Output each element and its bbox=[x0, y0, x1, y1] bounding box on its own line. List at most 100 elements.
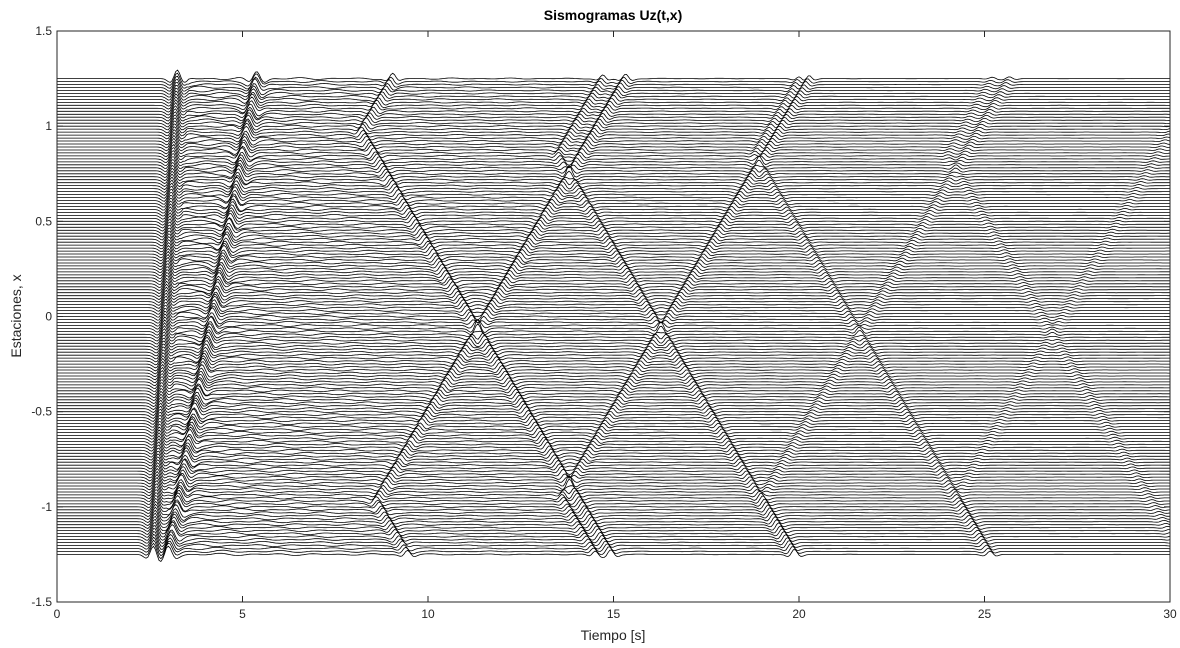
seismic-trace bbox=[57, 536, 1171, 554]
seismic-trace bbox=[57, 93, 1171, 107]
seismic-trace bbox=[57, 233, 1171, 247]
seismic-trace bbox=[57, 153, 1170, 167]
seismic-trace bbox=[57, 533, 1171, 550]
seismic-trace bbox=[57, 322, 1170, 336]
seismic-trace bbox=[57, 194, 1170, 209]
seismic-trace bbox=[57, 489, 1170, 503]
seismic-trace bbox=[57, 429, 1170, 443]
seismic-trace bbox=[57, 250, 1170, 265]
seismic-trace bbox=[57, 378, 1170, 392]
seismic-trace bbox=[57, 167, 1170, 182]
seismic-trace bbox=[57, 236, 1170, 251]
seismic-trace bbox=[57, 405, 1170, 420]
seismic-trace bbox=[57, 506, 1171, 522]
seismic-trace bbox=[57, 143, 1171, 158]
seismic-trace bbox=[57, 200, 1170, 214]
seismic-trace bbox=[57, 310, 1170, 325]
seismic-trace bbox=[57, 480, 1170, 494]
seismic-trace bbox=[57, 328, 1170, 343]
seismic-trace bbox=[57, 528, 1171, 544]
seismic-trace bbox=[57, 137, 1170, 152]
seismic-trace bbox=[57, 331, 1170, 345]
y-tick-label: 0 bbox=[45, 310, 52, 324]
seismic-trace bbox=[57, 420, 1170, 435]
seismic-trace bbox=[57, 462, 1170, 476]
seismic-trace bbox=[57, 349, 1170, 363]
seismic-trace bbox=[57, 539, 1171, 557]
seismic-trace bbox=[57, 316, 1170, 330]
seismic-trace bbox=[57, 373, 1170, 387]
x-tick-label: 30 bbox=[1163, 607, 1177, 621]
y-axis-ticks: -1.5 -1 -0.5 0 0.5 1 1.5 bbox=[31, 24, 1170, 609]
seismic-trace bbox=[57, 108, 1171, 122]
seismic-trace bbox=[57, 274, 1170, 289]
seismic-trace bbox=[57, 492, 1170, 506]
seismic-trace bbox=[57, 156, 1170, 170]
seismic-trace bbox=[57, 146, 1171, 161]
y-tick-label: 1.5 bbox=[35, 24, 52, 38]
seismic-trace bbox=[57, 286, 1170, 301]
seismic-trace bbox=[57, 230, 1171, 244]
seismic-trace bbox=[57, 221, 1170, 235]
seismic-trace bbox=[57, 217, 1170, 232]
seismic-trace bbox=[57, 192, 1170, 206]
seismic-trace bbox=[57, 411, 1171, 426]
seismic-trace bbox=[57, 435, 1170, 449]
seismic-trace bbox=[57, 224, 1170, 238]
seismic-trace bbox=[57, 360, 1170, 375]
x-tick-label: 25 bbox=[978, 607, 992, 621]
seismic-trace bbox=[57, 319, 1170, 334]
seismic-trace bbox=[57, 78, 1171, 92]
seismic-trace bbox=[57, 280, 1170, 295]
seismic-trace bbox=[57, 69, 1170, 83]
seismic-trace bbox=[57, 441, 1170, 455]
seismic-trace bbox=[57, 269, 1170, 283]
seismic-trace bbox=[57, 114, 1171, 128]
seismic-trace bbox=[57, 390, 1170, 405]
x-tick-label: 15 bbox=[607, 607, 621, 621]
seismic-trace bbox=[57, 159, 1170, 172]
seismic-trace bbox=[57, 497, 1170, 512]
seismic-trace bbox=[57, 260, 1170, 274]
seismic-trace bbox=[57, 96, 1170, 110]
seismic-trace bbox=[57, 476, 1170, 491]
seismic-trace bbox=[57, 376, 1170, 390]
seismic-trace bbox=[57, 188, 1170, 203]
seismic-trace bbox=[57, 307, 1170, 321]
seismic-trace bbox=[57, 447, 1170, 461]
seismic-trace bbox=[57, 325, 1170, 339]
seismic-trace bbox=[57, 203, 1170, 217]
seismic-trace bbox=[57, 459, 1170, 473]
y-tick-label: 0.5 bbox=[35, 214, 52, 228]
seismic-trace bbox=[57, 244, 1170, 259]
seismic-trace bbox=[57, 473, 1171, 488]
seismic-trace bbox=[57, 313, 1170, 327]
seismic-trace bbox=[57, 117, 1171, 131]
seismic-trace bbox=[57, 518, 1171, 535]
seismic-trace bbox=[57, 483, 1170, 497]
seismic-trace bbox=[57, 464, 1170, 479]
seismic-trace bbox=[57, 418, 1170, 431]
seismic-trace bbox=[57, 334, 1170, 348]
seismic-trace bbox=[57, 354, 1170, 369]
seismic-trace bbox=[57, 438, 1170, 452]
seismic-trace bbox=[57, 467, 1170, 482]
seismic-trace bbox=[57, 500, 1171, 516]
seismic-trace bbox=[57, 105, 1171, 119]
seismic-trace bbox=[57, 266, 1170, 280]
seismic-trace bbox=[57, 263, 1170, 277]
seismic-trace bbox=[57, 75, 1170, 90]
seismic-trace bbox=[57, 272, 1170, 285]
seismic-trace bbox=[57, 209, 1170, 224]
seismic-trace bbox=[57, 131, 1171, 146]
x-axis-label: Tiempo [s] bbox=[581, 627, 646, 643]
seismic-trace bbox=[57, 164, 1170, 178]
seismic-trace bbox=[57, 393, 1170, 408]
seismic-trace bbox=[57, 170, 1170, 185]
seismic-trace bbox=[57, 515, 1171, 532]
y-tick-label: -1.5 bbox=[31, 595, 52, 609]
seismic-trace bbox=[57, 182, 1170, 196]
seismic-trace bbox=[57, 346, 1170, 360]
seismic-trace bbox=[57, 363, 1170, 378]
